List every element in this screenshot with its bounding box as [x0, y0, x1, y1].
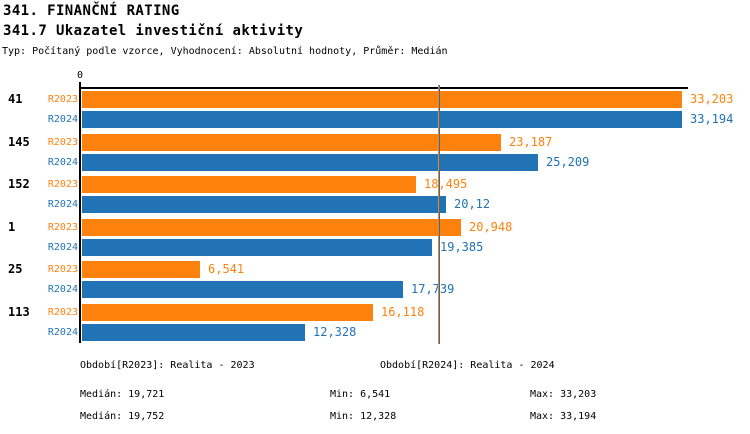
legend-r2023: Období[R2023]: Realita - 2023 [80, 360, 255, 371]
value-label-r2023: 6,541 [208, 262, 245, 276]
value-label-r2024: 12,328 [313, 324, 357, 339]
series-label-r2023: R2023 [47, 94, 78, 105]
x-axis-zero-tick-label: 0 [76, 70, 84, 81]
value-label-r2023: 20,948 [469, 219, 513, 234]
category-label: 113 [8, 304, 30, 319]
bar-r2024 [82, 238, 432, 256]
value-label-r2024: 17,739 [411, 282, 455, 296]
category-label: 145 [8, 134, 30, 149]
bar-r2024 [82, 111, 682, 128]
value-label-r2024: 33,194 [690, 112, 734, 126]
median-line-r2023 [438, 85, 439, 344]
y-axis-line [79, 82, 81, 343]
value-label-r2023: 18,495 [424, 177, 468, 191]
stat-median-r2024: Medián: 19,752 [80, 411, 165, 422]
legend-r2024: Období[R2024]: Realita - 2024 [380, 360, 555, 371]
series-label-r2023: R2023 [47, 221, 78, 233]
series-label-r2024: R2024 [47, 326, 78, 338]
value-label-r2023: 16,118 [381, 304, 425, 319]
bar-r2023 [82, 218, 461, 236]
value-label-r2024: 25,209 [546, 154, 590, 169]
chart-type-description: Typ: Počítaný podle vzorce, Vyhodnocení:… [2, 46, 448, 57]
bar-r2023 [82, 303, 373, 321]
bar-r2023 [82, 176, 416, 193]
series-label-r2024: R2024 [47, 241, 78, 253]
category-label: 1 [8, 219, 16, 234]
series-label-r2023: R2023 [47, 136, 78, 148]
series-label-r2023: R2023 [47, 306, 78, 318]
median-line-r2024 [439, 85, 440, 344]
series-label-r2024: R2024 [47, 199, 78, 210]
bar-r2023 [82, 91, 682, 108]
series-label-r2023: R2023 [47, 264, 78, 275]
bar-r2023 [82, 133, 501, 151]
category-label: 25 [8, 262, 23, 276]
stat-median-r2023: Medián: 19,721 [80, 389, 165, 400]
bar-r2023 [82, 261, 200, 278]
stat-min-r2024: Min: 12,328 [330, 411, 397, 422]
series-label-r2024: R2024 [47, 284, 78, 295]
value-label-r2023: 23,187 [509, 134, 553, 149]
value-label-r2024: 20,12 [454, 197, 491, 211]
bar-r2024 [82, 196, 446, 213]
value-label-r2023: 33,203 [690, 92, 734, 106]
stat-min-r2023: Min: 6,541 [330, 389, 391, 400]
series-label-r2024: R2024 [47, 156, 78, 168]
bar-r2024 [82, 323, 305, 341]
bar-r2024 [82, 153, 538, 171]
category-label: 41 [8, 92, 23, 106]
page-title: 341. FINANČNÍ RATING [3, 3, 180, 19]
x-axis-top-line [79, 87, 688, 89]
value-label-r2024: 19,385 [440, 239, 484, 254]
stat-max-r2023: Max: 33,203 [530, 389, 597, 400]
category-label: 152 [8, 177, 30, 191]
chart-subtitle: 341.7 Ukazatel investiční aktivity [3, 23, 304, 39]
series-label-r2023: R2023 [47, 179, 78, 190]
series-label-r2024: R2024 [47, 114, 78, 125]
bar-r2024 [82, 281, 403, 298]
stat-max-r2024: Max: 33,194 [530, 411, 597, 422]
